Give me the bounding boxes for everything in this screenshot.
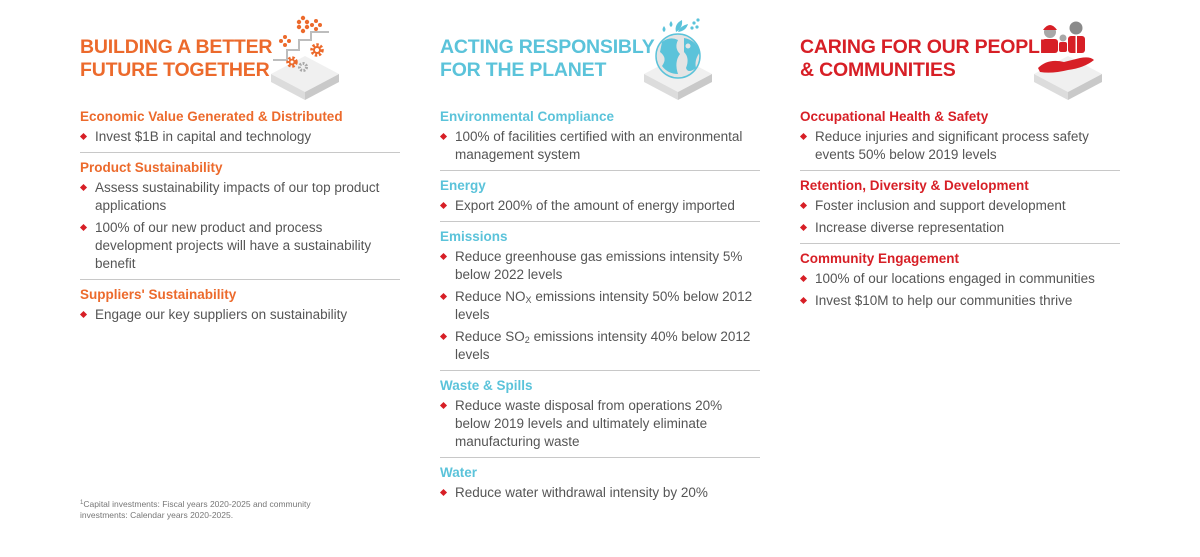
bullet-icon [439,132,448,141]
item-text-post: emissions intensity 50% below 2012 level… [455,289,753,322]
list-item: Reduce greenhouse gas emissions intensit… [439,248,760,284]
pillar-title-line1: CARING FOR OUR PEOPLE [800,36,1053,58]
pillar-title-line2: & COMMUNITIES [800,59,956,81]
section-title: Occupational Health & Safety [800,109,989,124]
footnote-text: Capital investments: Fiscal years 2020-2… [80,499,311,520]
pillar-title: BUILDING A BETTER FUTURE TOGETHER [80,36,273,82]
growth-stairs-gears-icon [265,12,345,100]
section-emissions: Emissions Reduce greenhouse gas emission… [439,228,760,371]
pillar-building-better-future: BUILDING A BETTER FUTURE TOGETHER [79,0,400,336]
section-community-engagement: Community Engagement 100% of our locatio… [799,250,1120,316]
section-title: Environmental Compliance [440,109,615,124]
pillar-caring-for-people: CARING FOR OUR PEOPLE & COMMUNITIES [799,0,1120,322]
section-retention-diversity: Retention, Diversity & Development Foste… [799,177,1120,244]
list-item: Invest $10M to help our communities thri… [799,292,1120,310]
bullet-icon [439,401,448,410]
section-suppliers-sustainability: Suppliers' Sustainability Engage our key… [79,286,400,330]
bullet-icon [439,332,448,341]
item-text: 100% of facilities certified with an env… [455,129,743,162]
list-item: 100% of our locations engaged in communi… [799,270,1120,288]
bullet-icon [439,488,448,497]
bullet-icon [799,296,808,305]
bullet-icon [799,274,808,283]
section-occupational-health-safety: Occupational Health & Safety Reduce inju… [799,108,1120,171]
item-text: Export 200% of the amount of energy impo… [455,198,735,213]
bullet-icon [799,223,808,232]
footnote: 1Capital investments: Fiscal years 2020-… [80,498,340,520]
bullet-icon [799,201,808,210]
pillar-title-line2: FUTURE TOGETHER [80,59,270,81]
pillar-title-line2: FOR THE PLANET [440,59,607,81]
list-item: Export 200% of the amount of energy impo… [439,197,760,215]
pillar-header: ACTING RESPONSIBLY FOR THE PLANET [440,0,760,108]
item-text-pre: Reduce SO [455,329,525,344]
item-text: Reduce water withdrawal intensity by 20% [455,485,708,500]
bullet-icon [439,292,448,301]
section-title: Water [440,465,478,480]
pillar-title-line1: BUILDING A BETTER [80,36,273,58]
pillar-header: BUILDING A BETTER FUTURE TOGETHER [80,0,400,108]
section-water: Water Reduce water withdrawal intensity … [439,464,760,508]
item-text: Invest $10M to help our communities thri… [815,293,1073,308]
bullet-icon [79,132,88,141]
list-item: Reduce SO2 emissions intensity 40% below… [439,328,760,364]
list-item: Reduce injuries and significant process … [799,128,1120,164]
item-text-pre: Reduce NO [455,289,526,304]
list-item: Reduce water withdrawal intensity by 20% [439,484,760,502]
section-title: Product Sustainability [80,160,223,175]
footnote-marker: 1 [80,500,84,506]
section-title: Emissions [440,229,508,244]
bullet-icon [799,132,808,141]
pillar-title: ACTING RESPONSIBLY FOR THE PLANET [440,36,655,82]
bullet-icon [79,223,88,232]
section-title: Waste & Spills [440,378,533,393]
item-text: Increase diverse representation [815,220,1005,235]
bullet-icon [79,183,88,192]
section-title: Retention, Diversity & Development [800,178,1029,193]
pillar-acting-responsibly: ACTING RESPONSIBLY FOR THE PLANET [439,0,760,514]
section-title: Energy [440,178,486,193]
item-subscript: 2 [524,335,530,345]
people-hand-icon [1028,12,1108,100]
item-text: Foster inclusion and support development [815,198,1066,213]
bullet-icon [79,310,88,319]
list-item: Reduce NOX emissions intensity 50% below… [439,288,760,324]
list-item: 100% of our new product and process deve… [79,219,400,273]
item-text: Invest $1B in capital and technology [95,129,312,144]
section-product-sustainability: Product Sustainability Assess sustainabi… [79,159,400,280]
globe-plants-icon [638,12,718,100]
item-text: Reduce waste disposal from operations 20… [455,398,723,449]
section-title: Community Engagement [800,251,960,266]
list-item: 100% of facilities certified with an env… [439,128,760,164]
list-item: Foster inclusion and support development [799,197,1120,215]
list-item: Increase diverse representation [799,219,1120,237]
list-item: Reduce waste disposal from operations 20… [439,397,760,451]
item-subscript: X [525,295,532,305]
item-text: Assess sustainability impacts of our top… [95,180,380,213]
section-waste-spills: Waste & Spills Reduce waste disposal fro… [439,377,760,458]
list-item: Assess sustainability impacts of our top… [79,179,400,215]
section-environmental-compliance: Environmental Compliance 100% of facilit… [439,108,760,171]
section-economic-value: Economic Value Generated & Distributed I… [79,108,400,153]
item-text: 100% of our locations engaged in communi… [815,271,1095,286]
list-item: Invest $1B in capital and technology [79,128,400,146]
section-title: Suppliers' Sustainability [80,287,237,302]
item-text: Reduce greenhouse gas emissions intensit… [455,249,743,282]
pillar-header: CARING FOR OUR PEOPLE & COMMUNITIES [800,0,1120,108]
item-text: Engage our key suppliers on sustainabili… [95,307,348,322]
pillar-title-line1: ACTING RESPONSIBLY [440,36,655,58]
item-text-post: emissions intensity 40% below 2012 level… [455,329,751,362]
bullet-icon [439,252,448,261]
section-energy: Energy Export 200% of the amount of ener… [439,177,760,222]
item-text: Reduce injuries and significant process … [815,129,1089,162]
item-text: 100% of our new product and process deve… [95,220,372,271]
list-item: Engage our key suppliers on sustainabili… [79,306,400,324]
bullet-icon [439,201,448,210]
pillar-title: CARING FOR OUR PEOPLE & COMMUNITIES [800,36,1053,82]
section-title: Economic Value Generated & Distributed [80,109,343,124]
